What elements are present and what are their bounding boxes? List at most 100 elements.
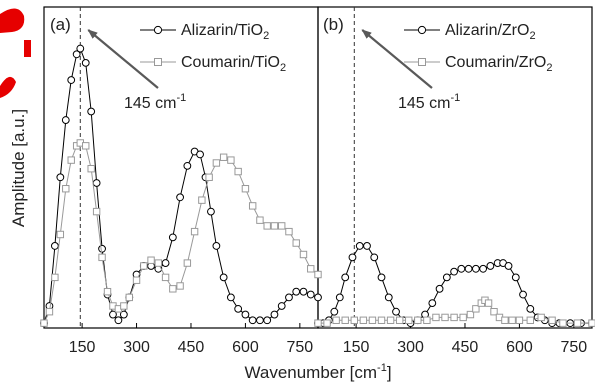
data-point-square	[359, 316, 368, 324]
data-point-circle	[377, 273, 386, 282]
x-axis-label-sup: -1	[377, 362, 387, 374]
legend-label: Coumarin/TiO2	[181, 54, 286, 74]
data-point-square	[490, 308, 498, 316]
x-tick-label: 300	[123, 339, 150, 356]
data-point-square	[395, 316, 404, 324]
data-point-square	[292, 239, 300, 247]
data-point-square	[92, 207, 101, 216]
data-point-square	[183, 259, 192, 267]
x-tick-label: 450	[452, 339, 479, 356]
legend-label-main: Coumarin/TiO	[181, 54, 280, 71]
legend-label-sub: 2	[546, 62, 552, 74]
x-tick-label: 600	[506, 339, 533, 356]
data-point-square	[227, 156, 235, 164]
peak-annotation-value: 145 cm	[398, 95, 450, 112]
data-point-square	[508, 316, 516, 324]
x-axis-label-main: Wavenumber [cm	[244, 363, 377, 382]
data-point-square	[368, 316, 377, 324]
peak-annotation-label: 145 cm-1	[398, 92, 460, 112]
data-point-circle	[292, 287, 301, 296]
data-point-square	[501, 316, 509, 324]
x-tick-label: 150	[343, 339, 370, 356]
data-point-circle	[486, 262, 495, 270]
data-point-square	[219, 153, 228, 161]
data-point-circle	[355, 242, 364, 250]
data-point-circle	[299, 287, 308, 296]
data-point-square	[314, 270, 322, 279]
panel-a-label: (a)	[50, 15, 71, 34]
data-point-circle	[471, 264, 480, 273]
peak-annotation-arrow	[87, 29, 159, 89]
data-point-circle	[435, 284, 444, 293]
legend-marker-square	[154, 58, 162, 66]
legend-marker-square	[418, 58, 426, 66]
data-point-square	[285, 227, 293, 236]
data-point-circle	[504, 262, 513, 270]
data-point-circle	[330, 307, 339, 316]
data-point-square	[190, 227, 199, 236]
data-point-square	[234, 167, 242, 176]
data-point-square	[350, 316, 358, 324]
data-point-circle	[306, 290, 315, 299]
data-point-square	[548, 316, 556, 324]
data-point-square	[414, 316, 422, 324]
data-point-square	[263, 222, 271, 230]
data-point-circle	[384, 293, 393, 302]
data-point-circle	[219, 273, 228, 282]
x-tick-label: 600	[232, 339, 259, 356]
x-tick-label: 750	[287, 339, 314, 356]
data-point-square	[484, 299, 493, 307]
data-point-square	[559, 319, 567, 327]
data-point-circle	[81, 58, 90, 67]
data-point-square	[537, 313, 545, 322]
data-point-square	[82, 142, 90, 150]
peak-annotation-arrow	[361, 29, 433, 89]
data-point-square	[67, 156, 75, 164]
panel-b-label: (b)	[323, 15, 344, 34]
data-point-circle	[511, 273, 520, 282]
data-point-square	[125, 293, 133, 302]
data-point-circle	[519, 290, 527, 299]
data-point-circle	[56, 173, 65, 182]
data-point-circle	[50, 242, 59, 250]
data-point-square	[332, 316, 340, 324]
data-point-square	[212, 159, 221, 167]
data-point-circle	[234, 304, 243, 313]
data-point-circle	[392, 307, 400, 316]
x-tick-label: 450	[178, 339, 205, 356]
data-point-square	[62, 185, 70, 193]
data-point-square	[314, 319, 322, 327]
data-point-square	[573, 319, 582, 327]
data-point-circle	[464, 264, 473, 273]
data-point-square	[377, 316, 386, 324]
series-line	[43, 142, 319, 324]
legend-marker-circle	[417, 25, 427, 35]
series-line	[318, 245, 592, 324]
legend-label-sub: 2	[263, 30, 269, 42]
data-point-circle	[168, 233, 177, 242]
data-point-circle	[212, 242, 221, 250]
data-point-square	[423, 316, 431, 324]
data-point-circle	[67, 76, 76, 84]
data-point-circle	[76, 44, 85, 53]
data-point-square	[56, 230, 65, 239]
data-point-circle	[98, 244, 106, 253]
data-point-square	[103, 287, 112, 296]
data-point-circle	[241, 310, 250, 319]
data-point-circle	[183, 161, 192, 170]
data-point-circle	[87, 107, 96, 116]
x-tick-label: 750	[561, 339, 588, 356]
data-point-circle	[348, 253, 357, 262]
data-point-circle	[277, 302, 286, 310]
legend-marker-circle	[153, 25, 163, 35]
data-point-square	[198, 196, 206, 204]
data-point-circle	[526, 304, 535, 313]
legend-label: Coumarin/ZrO2	[445, 54, 552, 74]
data-point-circle	[314, 293, 322, 302]
peak-annotation-label: 145 cm-1	[124, 92, 186, 112]
data-point-square	[472, 305, 480, 313]
watermark-logo	[0, 8, 31, 98]
x-axis-label-tail: ]	[387, 363, 392, 382]
data-point-square	[45, 308, 54, 316]
